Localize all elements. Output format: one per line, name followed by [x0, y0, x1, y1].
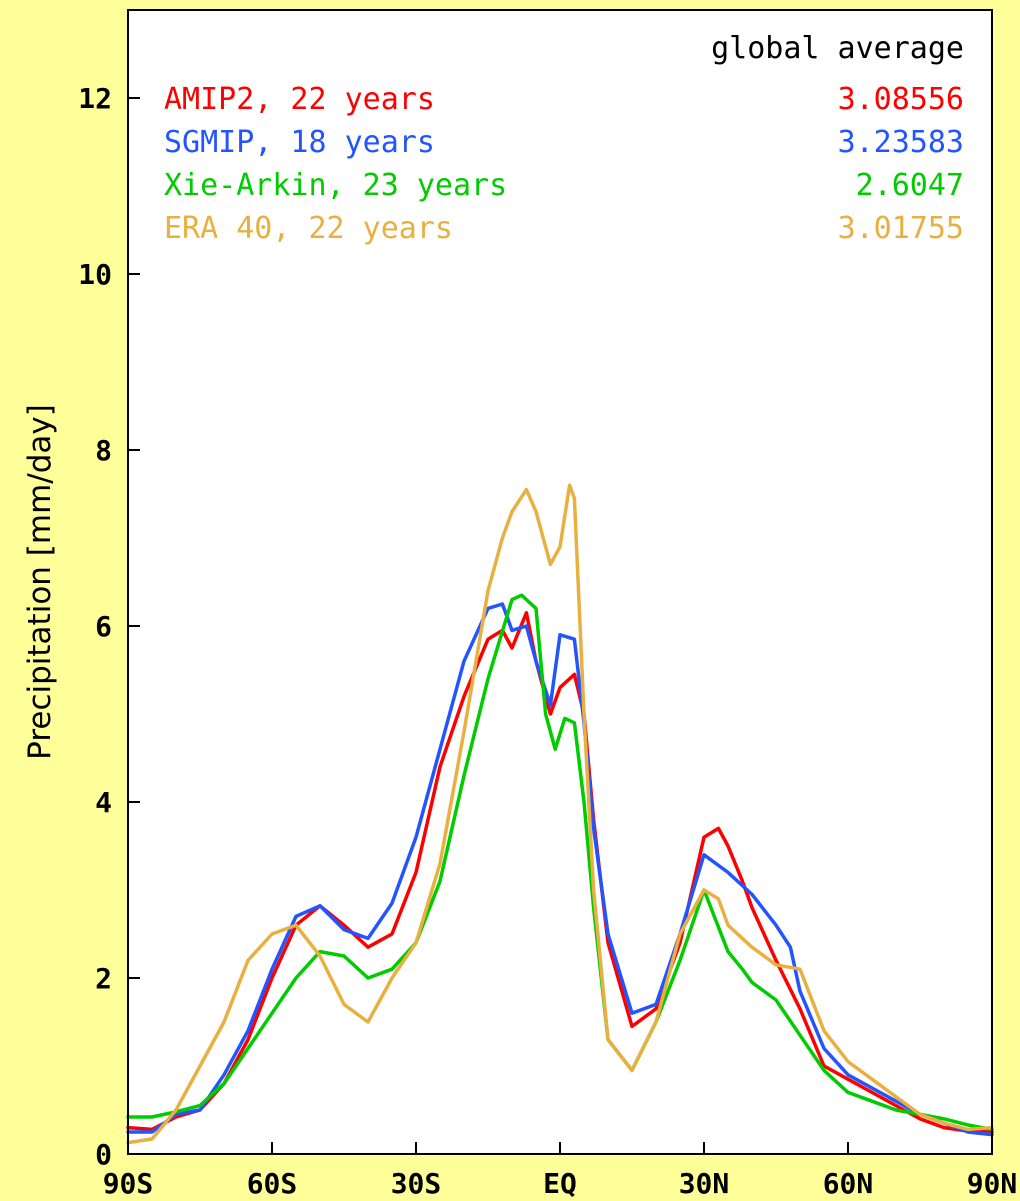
series-line-1	[126, 611, 994, 1134]
legend-average-3: 2.6047	[856, 168, 964, 203]
legend-average-4: 3.01755	[838, 211, 964, 246]
y-axis-label: Precipitation [mm/day]	[22, 404, 58, 760]
y-tick-label: 8	[95, 434, 112, 467]
legend: AMIP2, 22 years 3.08556 SGMIP, 18 years 3.2…	[164, 82, 964, 246]
legend-entry-3: Xie-Arkin, 23 years	[164, 168, 507, 203]
x-tick-label: 30S	[391, 1167, 442, 1200]
y-tick-label: 10	[78, 258, 112, 291]
x-tick-label: 30N	[679, 1167, 730, 1200]
x-tick-label: 60S	[247, 1167, 298, 1200]
x-tick-label: 90N	[967, 1167, 1018, 1200]
series-lines	[126, 483, 994, 1145]
y-tick-label: 2	[95, 962, 112, 995]
series-line-4	[126, 483, 994, 1145]
legend-average-1: 3.08556	[838, 82, 964, 117]
plot-area	[128, 10, 992, 1154]
series-line-2	[126, 602, 994, 1137]
x-tick-label: EQ	[543, 1167, 577, 1200]
y-tick-label: 6	[95, 610, 112, 643]
legend-entry-4: ERA 40, 22 years	[164, 211, 453, 246]
y-tick-label: 0	[95, 1138, 112, 1171]
legend-header: global average	[711, 31, 964, 66]
series-line-3	[126, 593, 994, 1132]
legend-average-2: 3.23583	[838, 125, 964, 160]
legend-entry-1: AMIP2, 22 years	[164, 82, 435, 117]
y-tick-label: 12	[78, 82, 112, 115]
axis-ticks: 90S 60S 30S EQ 30N 60N 90N 0 2 4 6 8 10 12	[78, 82, 1017, 1200]
x-tick-label: 60N	[823, 1167, 874, 1200]
legend-entry-2: SGMIP, 18 years	[164, 125, 435, 160]
y-tick-label: 4	[95, 786, 112, 819]
x-tick-label: 90S	[103, 1167, 154, 1200]
